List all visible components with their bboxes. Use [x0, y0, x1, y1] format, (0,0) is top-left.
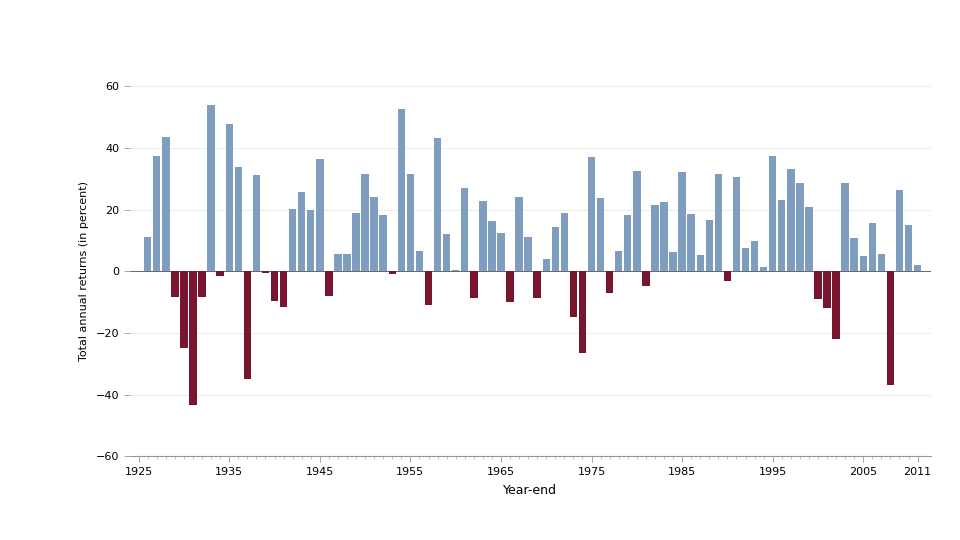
- Bar: [407, 174, 414, 271]
- Bar: [280, 271, 287, 307]
- Bar: [588, 157, 595, 271]
- Bar: [760, 267, 767, 271]
- Bar: [706, 220, 713, 271]
- Bar: [379, 215, 387, 271]
- Bar: [389, 271, 396, 274]
- Bar: [489, 220, 495, 271]
- Bar: [289, 208, 297, 271]
- Bar: [732, 177, 740, 271]
- Bar: [180, 271, 187, 348]
- Bar: [234, 167, 242, 271]
- Bar: [252, 176, 260, 271]
- Bar: [651, 205, 659, 271]
- Bar: [552, 227, 559, 271]
- Bar: [352, 213, 360, 271]
- Bar: [561, 213, 568, 271]
- Bar: [534, 271, 540, 298]
- Bar: [896, 190, 903, 271]
- Bar: [371, 197, 378, 271]
- Bar: [624, 214, 632, 271]
- Bar: [144, 237, 152, 271]
- Bar: [207, 105, 215, 271]
- Bar: [461, 188, 468, 271]
- Bar: [298, 192, 305, 271]
- Bar: [796, 183, 804, 271]
- Bar: [669, 252, 677, 271]
- Bar: [679, 172, 685, 271]
- Bar: [859, 256, 867, 271]
- Bar: [841, 183, 849, 271]
- Bar: [244, 271, 252, 379]
- Bar: [361, 173, 369, 271]
- Text: Return, Risk, and SML: Return, Risk, and SML: [13, 513, 150, 526]
- Bar: [434, 138, 442, 271]
- Bar: [470, 271, 477, 298]
- Bar: [325, 271, 332, 296]
- Bar: [262, 271, 269, 273]
- Bar: [216, 271, 224, 276]
- X-axis label: Year-end: Year-end: [503, 484, 558, 497]
- Bar: [569, 271, 577, 316]
- Bar: [769, 156, 777, 271]
- Text: 3: 3: [936, 512, 947, 527]
- Bar: [869, 222, 876, 271]
- Bar: [597, 198, 604, 271]
- Bar: [742, 248, 749, 271]
- Bar: [724, 271, 732, 281]
- Bar: [271, 271, 278, 301]
- Bar: [334, 254, 342, 271]
- Bar: [824, 271, 830, 308]
- Bar: [660, 202, 668, 271]
- Bar: [814, 271, 822, 299]
- Bar: [397, 109, 405, 271]
- Bar: [226, 124, 233, 271]
- Bar: [606, 271, 613, 293]
- Bar: [615, 251, 622, 271]
- Bar: [805, 207, 812, 271]
- Bar: [497, 233, 505, 271]
- Bar: [542, 259, 550, 271]
- Bar: [787, 168, 795, 271]
- Bar: [416, 251, 423, 271]
- Bar: [914, 265, 922, 271]
- Bar: [506, 271, 514, 302]
- Bar: [516, 198, 523, 271]
- Bar: [171, 271, 179, 298]
- Bar: [642, 271, 650, 287]
- Bar: [189, 271, 197, 405]
- Bar: [905, 225, 912, 271]
- Bar: [714, 174, 722, 271]
- Bar: [344, 254, 350, 271]
- Bar: [424, 271, 432, 305]
- Bar: [479, 201, 487, 271]
- Bar: [851, 238, 858, 271]
- Y-axis label: Total annual returns (in percent): Total annual returns (in percent): [79, 181, 88, 361]
- Bar: [832, 271, 840, 340]
- Bar: [877, 254, 885, 271]
- Bar: [443, 234, 450, 271]
- Bar: [162, 137, 170, 271]
- Bar: [316, 159, 324, 271]
- Bar: [633, 171, 640, 271]
- Bar: [751, 240, 758, 271]
- Bar: [697, 255, 704, 271]
- Bar: [687, 214, 695, 271]
- Bar: [199, 271, 205, 296]
- Bar: [887, 271, 894, 386]
- Bar: [524, 237, 532, 271]
- Bar: [778, 200, 785, 271]
- Bar: [452, 270, 460, 271]
- Bar: [307, 211, 315, 271]
- Text: Large Company Stocks: Large Company Stocks: [21, 27, 299, 50]
- Bar: [153, 156, 160, 271]
- Bar: [579, 271, 587, 353]
